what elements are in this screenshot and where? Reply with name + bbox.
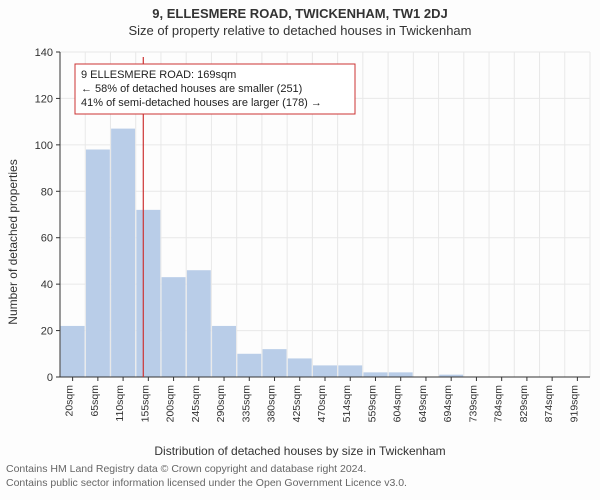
- svg-text:514sqm: 514sqm: [341, 385, 353, 423]
- svg-text:425sqm: 425sqm: [291, 385, 303, 423]
- svg-text:140: 140: [35, 47, 53, 59]
- histogram-bar: [212, 326, 236, 377]
- chart-container: Number of detached properties 0 20 40 60 80 1…: [0, 42, 600, 442]
- svg-text:784sqm: 784sqm: [493, 385, 505, 423]
- annotation-line: 9 ELLESMERE ROAD: 169sqm: [81, 69, 236, 81]
- histogram-bar: [363, 372, 387, 377]
- svg-text:20: 20: [41, 326, 53, 338]
- svg-text:380sqm: 380sqm: [266, 385, 278, 423]
- svg-text:829sqm: 829sqm: [518, 385, 530, 423]
- svg-text:739sqm: 739sqm: [467, 385, 479, 423]
- svg-text:290sqm: 290sqm: [215, 385, 227, 423]
- footer-line-1: Contains HM Land Registry data © Crown c…: [6, 462, 594, 476]
- annotation-line: ← 58% of detached houses are smaller (25…: [81, 83, 302, 95]
- histogram-bar: [237, 354, 261, 377]
- histogram-bar: [162, 277, 186, 377]
- svg-text:80: 80: [41, 186, 53, 198]
- svg-text:245sqm: 245sqm: [190, 385, 202, 423]
- histogram-bar: [136, 210, 160, 377]
- histogram-bar: [263, 349, 287, 377]
- histogram-chart: 0 20 40 60 80 100 120 140 20sqm 65sqm 110sqm 155sqm…: [0, 42, 600, 442]
- svg-text:120: 120: [35, 93, 53, 105]
- x-axis-label: Distribution of detached houses by size …: [0, 444, 600, 458]
- histogram-bar: [313, 365, 337, 377]
- histogram-bar: [338, 365, 362, 377]
- histogram-bar: [288, 358, 312, 377]
- svg-text:470sqm: 470sqm: [316, 385, 328, 423]
- annotation-line: 41% of semi-detached houses are larger (…: [81, 97, 322, 109]
- svg-text:649sqm: 649sqm: [417, 385, 429, 423]
- histogram-bar: [86, 150, 110, 378]
- footer-attribution: Contains HM Land Registry data © Crown c…: [0, 458, 600, 490]
- page-subtitle: Size of property relative to detached ho…: [0, 21, 600, 42]
- svg-text:200sqm: 200sqm: [165, 385, 177, 423]
- histogram-bar: [61, 326, 85, 377]
- svg-text:60: 60: [41, 233, 53, 245]
- svg-text:0: 0: [47, 372, 53, 384]
- svg-text:335sqm: 335sqm: [240, 385, 252, 423]
- svg-text:100: 100: [35, 140, 53, 152]
- svg-text:604sqm: 604sqm: [392, 385, 404, 423]
- footer-line-2: Contains public sector information licen…: [6, 476, 594, 490]
- svg-text:694sqm: 694sqm: [442, 385, 454, 423]
- histogram-bar: [187, 270, 211, 377]
- y-axis-label: Number of detached properties: [6, 159, 20, 324]
- svg-text:559sqm: 559sqm: [366, 385, 378, 423]
- histogram-bar: [111, 129, 135, 377]
- histogram-bar: [389, 372, 413, 377]
- svg-text:919sqm: 919sqm: [568, 385, 580, 423]
- svg-text:65sqm: 65sqm: [89, 385, 101, 417]
- svg-text:874sqm: 874sqm: [543, 385, 555, 423]
- svg-text:40: 40: [41, 279, 53, 291]
- svg-text:155sqm: 155sqm: [139, 385, 151, 423]
- svg-text:20sqm: 20sqm: [64, 385, 76, 417]
- svg-text:110sqm: 110sqm: [114, 385, 126, 422]
- page-title: 9, ELLESMERE ROAD, TWICKENHAM, TW1 2DJ: [0, 0, 600, 21]
